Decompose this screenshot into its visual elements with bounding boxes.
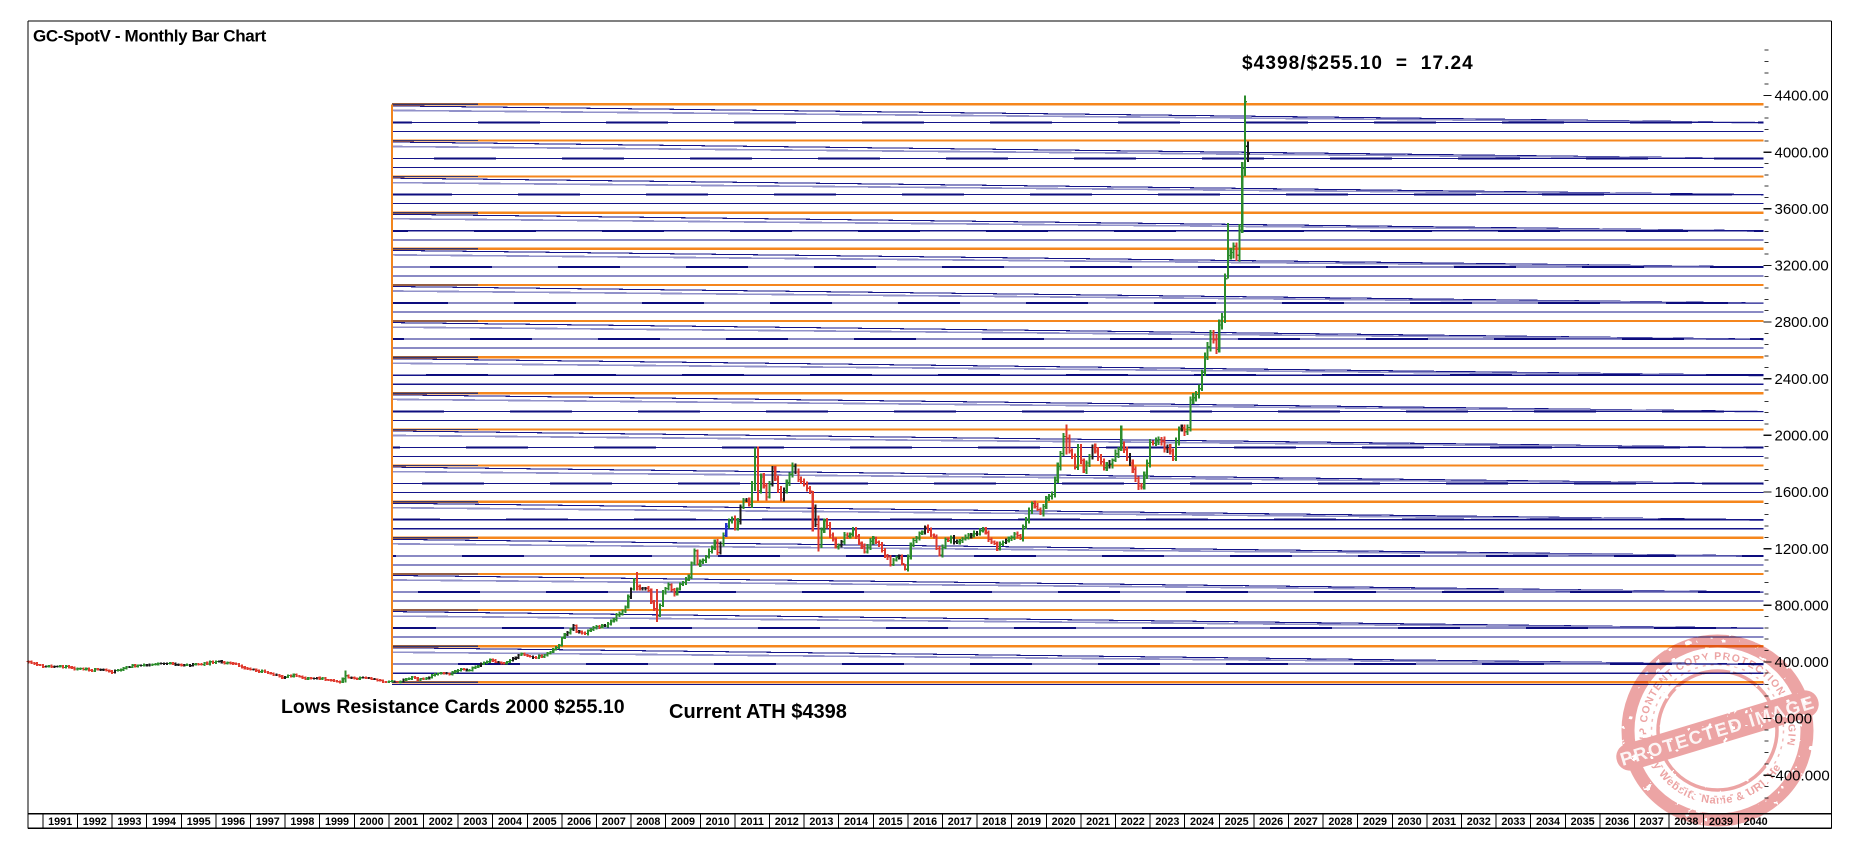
svg-text:1996: 1996 (221, 816, 245, 828)
svg-text:2037: 2037 (1640, 816, 1664, 828)
svg-text:1998: 1998 (290, 816, 314, 828)
svg-text:2033: 2033 (1501, 816, 1525, 828)
svg-text:2023: 2023 (1155, 816, 1179, 828)
svg-text:2000.00: 2000.00 (1775, 428, 1829, 445)
svg-text:2011: 2011 (740, 816, 763, 828)
svg-text:GC-SpotV - Monthly Bar Chart: GC-SpotV - Monthly Bar Chart (33, 27, 267, 46)
svg-text:2026: 2026 (1259, 816, 1283, 828)
svg-text:2014: 2014 (844, 816, 868, 828)
svg-text:2006: 2006 (567, 816, 591, 828)
svg-text:2005: 2005 (533, 816, 557, 828)
svg-text:2019: 2019 (1017, 816, 1041, 828)
svg-text:2025: 2025 (1225, 816, 1249, 828)
svg-text:1999: 1999 (325, 816, 349, 828)
svg-text:1993: 1993 (117, 816, 141, 828)
svg-text:2022: 2022 (1121, 816, 1145, 828)
svg-text:1994: 1994 (152, 816, 176, 828)
svg-text:2010: 2010 (706, 816, 730, 828)
svg-text:2003: 2003 (463, 816, 487, 828)
svg-text:2009: 2009 (671, 816, 695, 828)
svg-text:2028: 2028 (1328, 816, 1352, 828)
svg-text:2034: 2034 (1536, 816, 1560, 828)
svg-text:2035: 2035 (1571, 816, 1595, 828)
svg-text:2008: 2008 (636, 816, 660, 828)
svg-text:2013: 2013 (809, 816, 833, 828)
svg-text:2002: 2002 (429, 816, 453, 828)
svg-text:2029: 2029 (1363, 816, 1387, 828)
svg-text:4400.00: 4400.00 (1775, 88, 1829, 105)
svg-text:Current ATH $4398: Current ATH $4398 (669, 701, 847, 723)
svg-text:3600.00: 3600.00 (1775, 201, 1829, 218)
svg-text:2015: 2015 (879, 816, 903, 828)
svg-text:2036: 2036 (1605, 816, 1629, 828)
svg-text:2012: 2012 (775, 816, 799, 828)
svg-text:1600.00: 1600.00 (1775, 484, 1829, 501)
svg-text:Lows Resistance Cards 2000 $25: Lows Resistance Cards 2000 $255.10 (281, 696, 625, 718)
svg-text:1997: 1997 (256, 816, 280, 828)
svg-text:2032: 2032 (1467, 816, 1491, 828)
svg-text:2007: 2007 (602, 816, 626, 828)
svg-text:2030: 2030 (1398, 816, 1422, 828)
svg-text:2017: 2017 (948, 816, 972, 828)
svg-text:2004: 2004 (498, 816, 522, 828)
svg-text:2027: 2027 (1294, 816, 1318, 828)
svg-text:$4398/$255.10 = 17.24: $4398/$255.10 = 17.24 (1242, 53, 1474, 74)
svg-text:2001: 2001 (394, 816, 418, 828)
svg-text:2024: 2024 (1190, 816, 1214, 828)
svg-text:1995: 1995 (187, 816, 211, 828)
svg-text:2000: 2000 (360, 816, 384, 828)
svg-text:2020: 2020 (1052, 816, 1076, 828)
svg-text:2800.00: 2800.00 (1775, 314, 1829, 331)
svg-text:4000.00: 4000.00 (1775, 144, 1829, 161)
svg-text:2031: 2031 (1432, 816, 1456, 828)
svg-text:1992: 1992 (83, 816, 107, 828)
svg-text:2018: 2018 (982, 816, 1006, 828)
svg-text:3200.00: 3200.00 (1775, 258, 1829, 275)
svg-text:2400.00: 2400.00 (1775, 371, 1829, 388)
svg-text:2016: 2016 (913, 816, 937, 828)
svg-text:2021: 2021 (1086, 816, 1110, 828)
svg-text:1200.00: 1200.00 (1775, 541, 1829, 558)
svg-text:800.000: 800.000 (1775, 597, 1829, 614)
svg-text:1991: 1991 (48, 816, 72, 828)
